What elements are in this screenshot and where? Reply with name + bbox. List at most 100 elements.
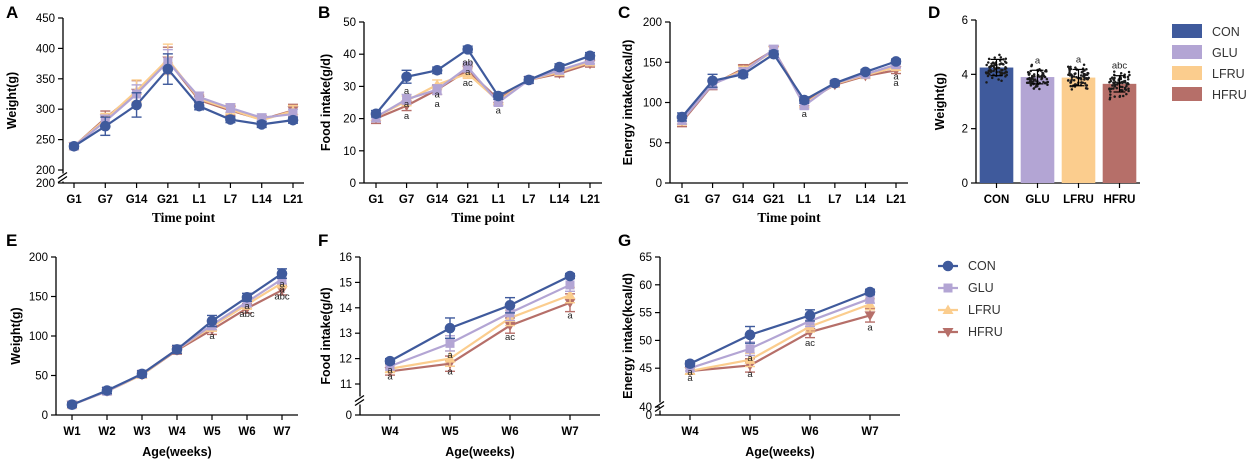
scatter-point-lfru xyxy=(1072,75,1076,78)
series-line-con xyxy=(389,275,571,363)
y-axis-title-f: Food intake(g/d) xyxy=(319,287,333,384)
legend-swatch-lfru xyxy=(1172,66,1202,80)
legend-swatch-hfru xyxy=(1172,87,1202,101)
data-point-lfru xyxy=(462,68,474,78)
scatter-point-lfru xyxy=(1067,79,1070,82)
y-axis-title-d: Weight(g) xyxy=(933,73,947,130)
data-point-con xyxy=(804,310,816,321)
y-tick-label-a: 200 xyxy=(36,165,55,177)
series-con-g xyxy=(684,286,876,370)
data-point-glu xyxy=(194,92,204,102)
data-point-con xyxy=(401,71,412,83)
series-line-hfru xyxy=(389,301,571,373)
x-tick-label-g: W4 xyxy=(681,426,699,438)
scatter-point-lfru xyxy=(1079,74,1083,77)
x-tick-label-b: G21 xyxy=(457,194,479,206)
significance-label-e: a xyxy=(279,279,285,290)
x-tick-label-a: G21 xyxy=(157,194,179,206)
significance-label-b: a xyxy=(496,106,502,117)
scatter-point-lfru xyxy=(1069,67,1073,71)
scatter-point-con xyxy=(1000,79,1003,83)
data-point-con xyxy=(276,268,288,279)
scatter-point-hfru xyxy=(1121,85,1124,89)
scatter-point-lfru xyxy=(1084,87,1088,90)
axis-break-mark-a xyxy=(57,171,68,180)
axis-break-mark-f xyxy=(354,398,365,407)
data-point-glu xyxy=(288,109,298,119)
series-con-a xyxy=(68,53,299,152)
series-line-hfru xyxy=(689,314,871,373)
scatter-point-con xyxy=(1004,57,1008,61)
scatter-point-con xyxy=(998,53,1001,57)
significance-label-g: a xyxy=(687,367,693,378)
x-tick-label-b: L14 xyxy=(550,194,570,206)
scatter-point-lfru xyxy=(1074,66,1077,69)
scatter-point-lfru xyxy=(1086,71,1089,75)
data-point-glu xyxy=(463,62,473,72)
panel-label-g: G xyxy=(618,231,631,250)
series-line-hfru xyxy=(73,58,294,148)
series-line-glu xyxy=(689,297,871,370)
legend-label-glu-line: GLU xyxy=(968,281,994,295)
scatter-point-hfru xyxy=(1119,71,1123,75)
legend-swatch-glu xyxy=(1172,45,1202,59)
scatter-point-lfru xyxy=(1082,63,1086,67)
scatter-point-hfru xyxy=(1108,98,1112,101)
y-axis-title-b: Food intake(g/d) xyxy=(319,54,333,151)
series-lfru-f xyxy=(384,286,576,374)
scatter-point-glu xyxy=(1028,72,1031,76)
series-glu-g xyxy=(685,293,875,373)
y-tick-label-f: 11 xyxy=(340,379,352,391)
scatter-point-con xyxy=(985,72,988,75)
scatter-point-lfru xyxy=(1082,74,1085,78)
x-tick-label-f: W7 xyxy=(561,426,578,438)
significance-label-b: a xyxy=(465,67,471,78)
data-point-con xyxy=(193,100,205,112)
chart-e: 0 50 100 150 200 W1 W2 W3 W4 W5 W6 W7 Age(weeks) Weig… xyxy=(9,252,298,459)
scatter-point-lfru xyxy=(1080,78,1083,81)
bar-group-con xyxy=(979,53,1014,183)
x-tick-label-f: W4 xyxy=(381,426,399,438)
x-tick-label-e: W5 xyxy=(203,426,221,438)
y-tick-label-c: 150 xyxy=(643,57,662,69)
scatter-point-con xyxy=(1003,60,1007,63)
panel-label-d: D xyxy=(928,3,940,22)
scatter-point-hfru xyxy=(1113,83,1117,86)
data-point-con xyxy=(171,344,183,355)
data-point-con xyxy=(798,94,810,106)
x-axis-title-c: Time point xyxy=(757,210,821,225)
significance-label-b: a xyxy=(404,86,410,97)
scatter-point-glu xyxy=(1032,73,1036,76)
y-tick-label-b: 50 xyxy=(343,17,356,29)
x-axis-title-g: Age(weeks) xyxy=(745,445,814,459)
data-point-con xyxy=(99,120,111,132)
scatter-point-glu xyxy=(1029,69,1032,73)
scatter-point-glu xyxy=(1040,77,1043,81)
scatter-point-glu xyxy=(1026,77,1029,81)
x-tick-label-c: L1 xyxy=(798,194,812,206)
panel-b: B xyxy=(318,3,330,22)
x-tick-label-d: LFRU xyxy=(1063,194,1094,206)
series-line-glu xyxy=(389,283,571,368)
significance-label-g: a xyxy=(687,373,693,384)
data-point-hfru xyxy=(504,321,516,332)
scatter-point-hfru xyxy=(1123,86,1127,90)
scatter-point-hfru xyxy=(1109,90,1112,93)
y-tick-label-e: 150 xyxy=(29,292,48,304)
scatter-point-lfru xyxy=(1085,77,1089,81)
scatter-point-glu xyxy=(1029,82,1032,85)
series-glu-e xyxy=(67,273,287,410)
y-tick-label-d: 6 xyxy=(962,15,968,27)
scatter-point-con xyxy=(985,81,988,84)
significance-label-c: a xyxy=(893,72,899,83)
scatter-point-con xyxy=(988,65,991,69)
scatter-point-con xyxy=(1003,71,1007,75)
scatter-point-hfru xyxy=(1115,86,1119,90)
scatter-point-hfru xyxy=(1125,92,1128,96)
series-line-con xyxy=(689,291,871,365)
y-tick-label-g: 40 xyxy=(639,402,652,414)
panel-a: A xyxy=(6,3,18,22)
y-tick-label-a: 450 xyxy=(36,13,55,25)
x-tick-label-d: HFRU xyxy=(1104,194,1136,206)
